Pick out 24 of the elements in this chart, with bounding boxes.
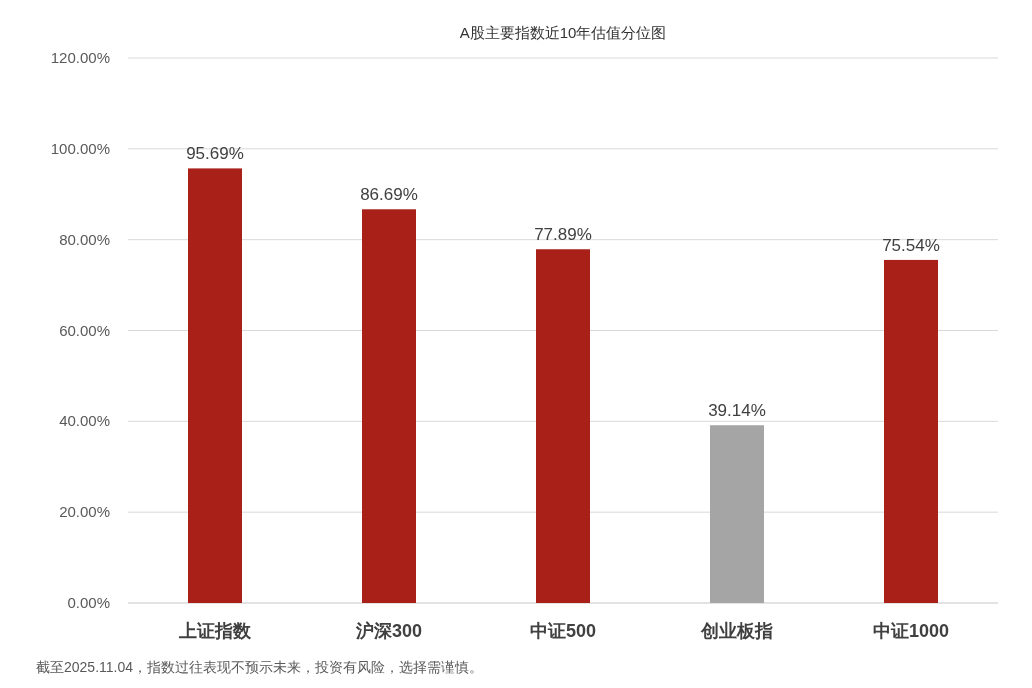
x-tick-label: 创业板指: [700, 621, 773, 641]
chart-title: A股主要指数近10年估值分位图: [459, 24, 667, 41]
y-tick-label: 80.00%: [59, 230, 110, 248]
bar: [884, 259, 938, 603]
bar: [536, 249, 590, 603]
data-label: 75.54%: [882, 235, 940, 255]
x-tick-label: 沪深300: [354, 621, 423, 641]
bar: [710, 425, 764, 603]
data-label: 77.89%: [534, 225, 592, 245]
bar: [188, 168, 242, 603]
data-label: 95.69%: [186, 144, 244, 164]
y-tick-label: 60.00%: [59, 321, 110, 339]
y-tick-label: 120.00%: [50, 49, 110, 66]
y-tick-label: 0.00%: [67, 594, 110, 611]
y-tick-label: 100.00%: [50, 139, 110, 157]
data-label: 86.69%: [360, 185, 418, 205]
x-tick-label: 中证1000: [872, 621, 950, 641]
y-tick-label: 40.00%: [59, 412, 110, 430]
text: 截至2025.11.04，指数过往表现不预示未来，投资有风险，选择需谨慎。: [36, 659, 484, 675]
y-tick-label: 20.00%: [59, 503, 110, 521]
x-tick-label: 中证500: [529, 621, 597, 641]
bar: [362, 209, 416, 603]
data-label: 39.14%: [708, 401, 766, 421]
x-tick-label: 上证指数: [178, 621, 252, 641]
